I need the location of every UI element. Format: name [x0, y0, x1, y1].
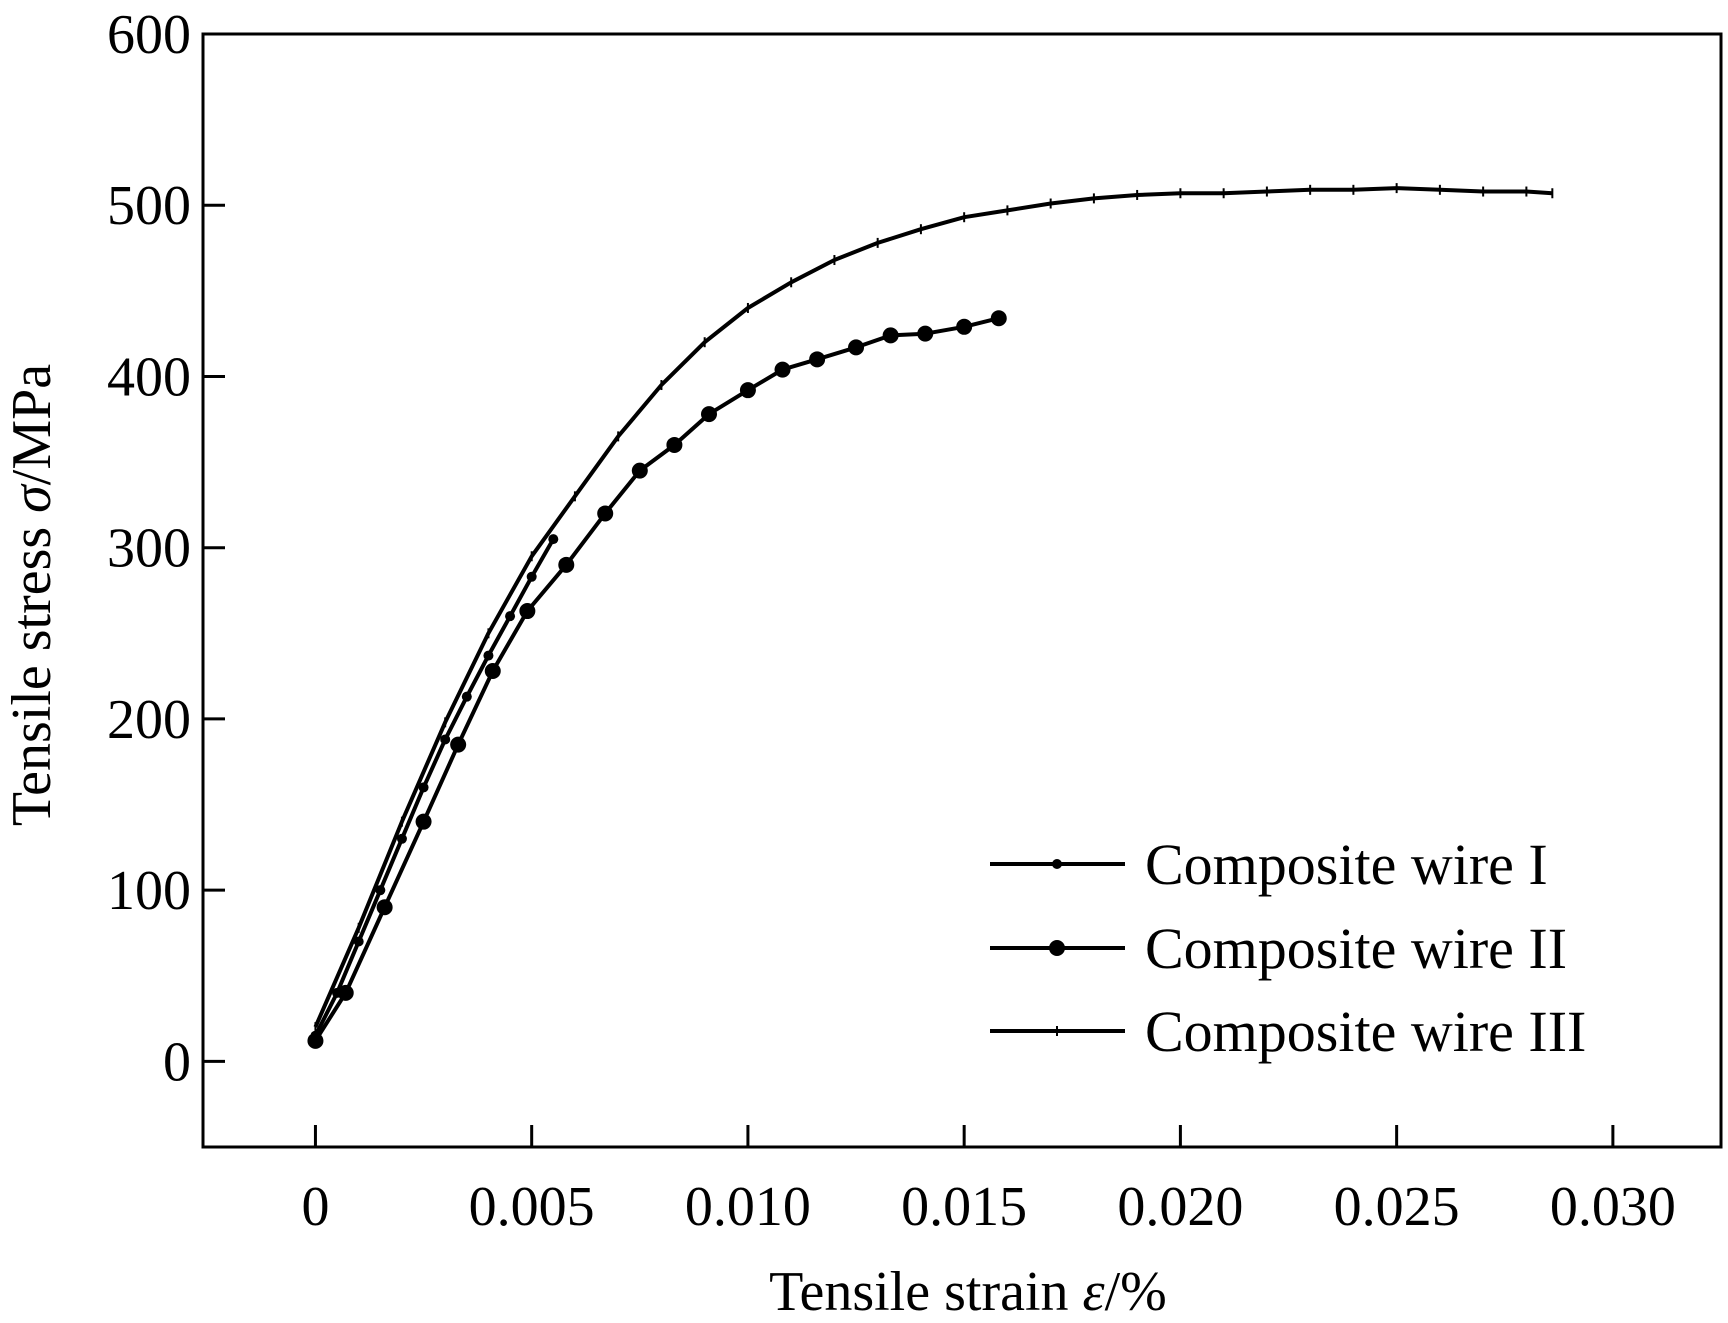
data-point — [917, 325, 934, 342]
y-axis-label-unit: /MPa — [1, 364, 63, 485]
series-3 — [313, 183, 1554, 1033]
data-point — [548, 534, 559, 545]
data-point — [505, 611, 516, 622]
data-point — [483, 650, 494, 661]
legend-item: Composite wire II — [990, 916, 1567, 981]
x-tick-label: 0.025 — [1334, 1176, 1460, 1238]
data-point — [701, 406, 717, 423]
y-axis: 0 100 200 300 400 500 600 — [107, 4, 225, 1093]
data-point — [956, 318, 973, 335]
data-point — [774, 361, 791, 378]
x-tick-label: 0.030 — [1550, 1176, 1676, 1238]
y-axis-label-text: Tensile stress — [1, 527, 63, 826]
y-tick-label: 100 — [107, 860, 191, 922]
y-tick-label: 300 — [107, 518, 191, 580]
x-tick-label: 0.005 — [469, 1176, 595, 1238]
y-axis-label: Tensile stress σ/MPa — [1, 364, 63, 826]
data-point — [415, 813, 432, 830]
data-point — [337, 984, 354, 1001]
legend-label: Composite wire III — [1145, 999, 1586, 1064]
data-point — [450, 736, 467, 753]
y-axis-label-symbol: σ — [1, 483, 63, 513]
data-point — [353, 936, 364, 947]
legend-item: Composite wire I — [990, 832, 1548, 897]
y-tick-label: 400 — [107, 346, 191, 408]
plot-frame — [201, 32, 1723, 1149]
data-point — [666, 436, 683, 453]
data-point — [882, 327, 899, 344]
data-point — [418, 782, 429, 793]
y-tick-label: 600 — [107, 4, 191, 66]
x-axis-label-unit: /% — [1105, 1261, 1167, 1323]
x-axis: 0 0.005 0.010 0.015 0.020 0.025 0.030 — [301, 1125, 1676, 1238]
series-line — [313, 538, 556, 1037]
x-tick-label: 0.015 — [901, 1176, 1027, 1238]
x-axis-label: Tensile strain ε/% — [769, 1261, 1167, 1323]
data-point — [396, 833, 407, 844]
legend-marker — [1049, 940, 1065, 956]
data-point — [990, 310, 1007, 327]
data-point — [440, 734, 451, 745]
y-tick-label: 200 — [107, 689, 191, 751]
data-point — [307, 1032, 324, 1049]
y-tick-label: 0 — [163, 1031, 191, 1093]
data-point — [848, 339, 865, 356]
legend-marker — [1052, 859, 1062, 869]
x-axis-label-text: Tensile strain — [769, 1261, 1068, 1323]
x-tick-label: 0.020 — [1117, 1176, 1243, 1238]
y-tick-label: 500 — [107, 175, 191, 237]
data-point — [375, 885, 386, 896]
x-tick-label: 0.010 — [685, 1176, 811, 1238]
data-point — [376, 899, 393, 916]
x-tick-label: 0 — [301, 1176, 329, 1238]
legend-label: Composite wire II — [1145, 916, 1567, 981]
series-layer — [307, 183, 1554, 1049]
data-point — [631, 462, 648, 479]
data-point — [526, 571, 537, 582]
series-2 — [307, 310, 1007, 1049]
legend-label: Composite wire I — [1145, 832, 1548, 897]
data-point — [461, 691, 472, 702]
data-point — [809, 351, 826, 368]
legend-item: Composite wire III — [990, 999, 1586, 1064]
data-point — [597, 505, 614, 522]
series-line — [313, 316, 1000, 1042]
legend: Composite wire I Composite wire II Composi… — [990, 832, 1586, 1064]
data-point — [558, 556, 575, 573]
x-axis-label-symbol: ε — [1083, 1261, 1106, 1323]
series-line — [313, 186, 1553, 1028]
data-point — [519, 603, 536, 620]
data-point — [739, 382, 756, 399]
data-point — [484, 662, 501, 679]
